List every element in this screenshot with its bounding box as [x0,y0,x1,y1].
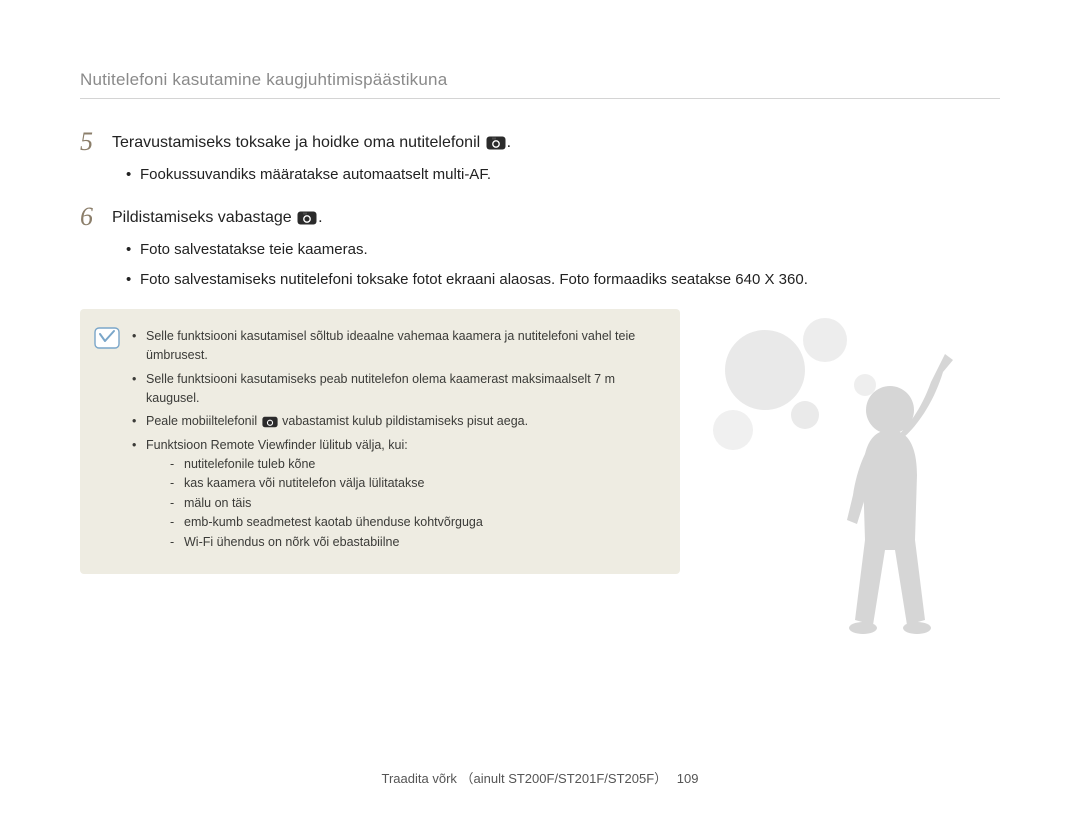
note-4-wrap: Funktsioon Remote Viewfinder lülitub väl… [146,436,660,552]
note-icon [94,327,122,349]
dash: - [170,533,184,552]
list-item: -Wi-Fi ühendus on nõrk või ebastabiilne [170,533,660,552]
step-text: Pildistamiseks vabastage . [112,204,323,230]
camera-icon [486,136,506,150]
step-5: 5 Teravustamiseks toksake ja hoidke oma … [80,129,1000,155]
list-item: -mälu on täis [170,494,660,513]
note-3-after: vabastamist kulub pildistamiseks pisut a… [279,414,528,428]
sub-text: nutitelefonile tuleb kõne [184,455,315,474]
step-5-bullets: • Fookussuvandiks määratakse automaatsel… [126,163,1000,186]
bullet-text: Fookussuvandiks määratakse automaatselt … [140,163,491,186]
step-6: 6 Pildistamiseks vabastage . [80,204,1000,230]
note-text: Selle funktsiooni kasutamisel sõltub ide… [146,327,660,366]
list-item: • Peale mobiiltelefonil vabastamist kulu… [132,412,660,431]
list-item: -emb-kumb seadmetest kaotab ühenduse koh… [170,513,660,532]
bullet-text: Foto salvestatakse teie kaameras. [140,238,368,261]
step-5-text-before: Teravustamiseks toksake ja hoidke oma nu… [112,134,485,151]
note-text: Peale mobiiltelefonil vabastamist kulub … [146,412,528,431]
bullet-dot: • [132,370,146,389]
bullet-dot: • [132,436,146,455]
dash: - [170,474,184,493]
note-text: Funktsioon Remote Viewfinder lülitub väl… [146,438,408,452]
footer: Traadita võrk （ainult ST200F/ST201F/ST20… [0,768,1080,787]
bullet-dot: • [132,327,146,346]
note-box: • Selle funktsiooni kasutamisel sõltub i… [80,309,680,574]
dash: - [170,513,184,532]
list-item: -kas kaamera või nutitelefon välja lülit… [170,474,660,493]
note-sublist: -nutitelefonile tuleb kõne -kas kaamera … [170,455,660,552]
dash: - [170,494,184,513]
note-list: • Selle funktsiooni kasutamisel sõltub i… [132,327,660,556]
dash: - [170,455,184,474]
list-item: • Fookussuvandiks määratakse automaatsel… [126,163,1000,186]
camera-icon [262,416,278,428]
decorative-illustration [695,310,985,640]
camera-icon [297,211,317,225]
page: Nutitelefoni kasutamine kaugjuhtimispääs… [0,0,1080,815]
sub-text: kas kaamera või nutitelefon välja lülita… [184,474,424,493]
list-item: • Foto salvestatakse teie kaameras. [126,238,1000,261]
step-text: Teravustamiseks toksake ja hoidke oma nu… [112,129,511,155]
list-item: • Selle funktsiooni kasutamisel sõltub i… [132,327,660,366]
step-5-text-after: . [507,134,511,151]
step-6-text-after: . [318,209,322,226]
note-text: Selle funktsiooni kasutamiseks peab nuti… [146,370,660,409]
list-item: • Funktsioon Remote Viewfinder lülitub v… [132,436,660,552]
step-6-text-before: Pildistamiseks vabastage [112,209,296,226]
step-number: 6 [80,204,112,230]
note-3-before: Peale mobiiltelefonil [146,414,261,428]
bullet-dot: • [126,238,140,261]
sub-text: emb-kumb seadmetest kaotab ühenduse koht… [184,513,483,532]
bullet-dot: • [126,268,140,291]
page-title: Nutitelefoni kasutamine kaugjuhtimispääs… [80,70,1000,99]
bullet-dot: • [132,412,146,431]
step-6-bullets: • Foto salvestatakse teie kaameras. • Fo… [126,238,1000,291]
list-item: • Foto salvestamiseks nutitelefoni toksa… [126,268,1000,291]
sub-text: mälu on täis [184,494,251,513]
step-number: 5 [80,129,112,155]
list-item: -nutitelefonile tuleb kõne [170,455,660,474]
bullet-text: Foto salvestamiseks nutitelefoni toksake… [140,268,808,291]
footer-text: Traadita võrk （ainult ST200F/ST201F/ST20… [382,771,668,786]
list-item: • Selle funktsiooni kasutamiseks peab nu… [132,370,660,409]
sub-text: Wi-Fi ühendus on nõrk või ebastabiilne [184,533,399,552]
bullet-dot: • [126,163,140,186]
page-number: 109 [677,771,699,786]
